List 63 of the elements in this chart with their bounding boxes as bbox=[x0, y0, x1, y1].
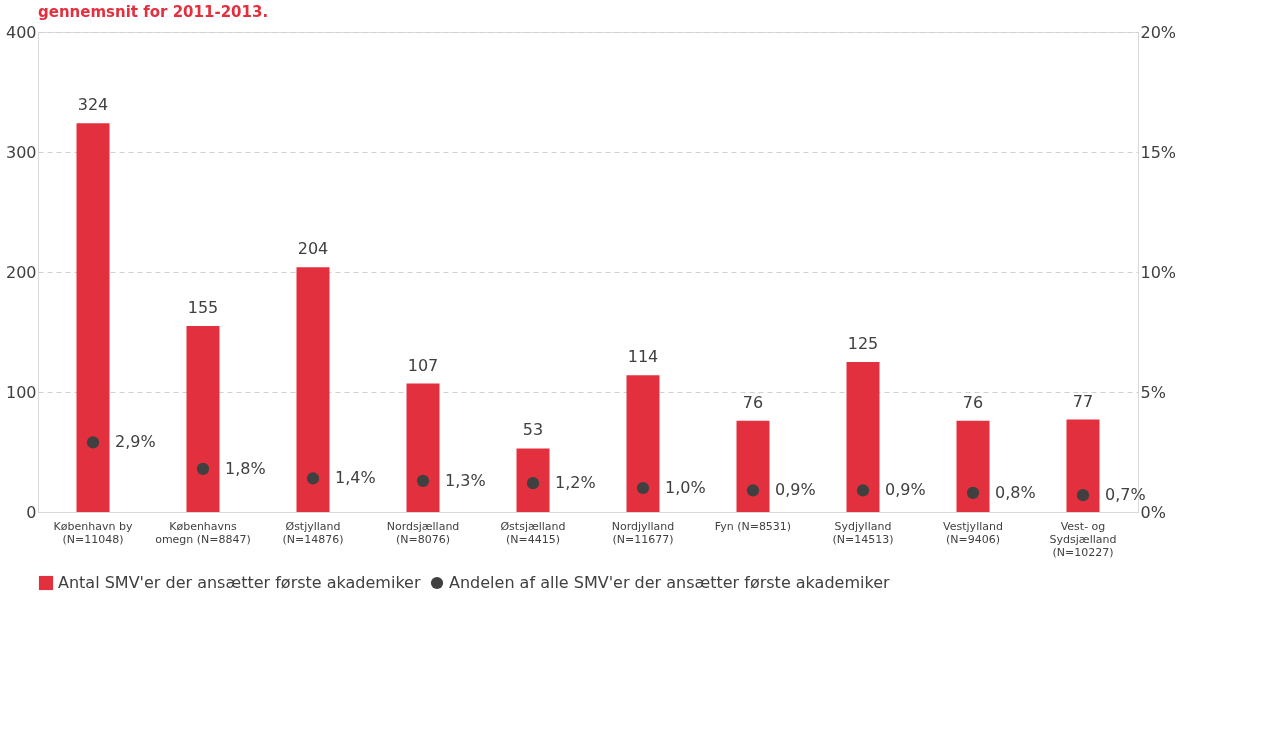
point bbox=[856, 484, 870, 497]
bar bbox=[406, 383, 440, 512]
x-tick-label: Fyn (N=8531) bbox=[714, 519, 792, 533]
data-label: 1,3% bbox=[445, 470, 486, 490]
point bbox=[966, 486, 980, 499]
x-tick-label: Østjylland (N=14876) bbox=[282, 519, 344, 546]
data-label: 0,7% bbox=[1105, 485, 1146, 505]
point bbox=[196, 462, 210, 475]
x-tick-label: Sydjylland (N=14513) bbox=[832, 519, 894, 546]
y-tick-label: 400 bbox=[5, 22, 37, 42]
x-tick-label: Nordsjælland (N=8076) bbox=[386, 519, 460, 546]
bar bbox=[76, 123, 110, 512]
data-label: 1,2% bbox=[555, 473, 596, 493]
y-tick-label: 300 bbox=[5, 142, 37, 162]
point bbox=[636, 481, 650, 495]
data-label: 77 bbox=[1072, 391, 1094, 411]
point bbox=[306, 472, 320, 485]
bar bbox=[516, 448, 550, 512]
bar bbox=[736, 420, 770, 512]
y2-tick-label: 0% bbox=[1140, 502, 1166, 522]
y2-tick-label: 5% bbox=[1140, 382, 1166, 402]
point bbox=[1076, 489, 1090, 502]
bar bbox=[1066, 419, 1100, 512]
data-label: 53 bbox=[522, 420, 544, 440]
point bbox=[416, 474, 430, 487]
chart-title: gennemsnit for 2011-2013. bbox=[38, 3, 269, 21]
y2-tick-label: 15% bbox=[1140, 142, 1177, 162]
data-label: 155 bbox=[187, 298, 219, 317]
x-tick-label: Nordjylland (N=11677) bbox=[611, 519, 675, 546]
x-tick-label: Vestjylland (N=9406) bbox=[943, 519, 1003, 546]
data-label: 204 bbox=[297, 239, 329, 259]
x-tick-label: Københavns omegn (N=8847) bbox=[155, 519, 251, 546]
x-tick-label: Vest- og Sydsjælland (N=10227) bbox=[1049, 519, 1117, 559]
x-tick-label: Østsjælland (N=4415) bbox=[500, 519, 566, 546]
data-label: 324 bbox=[77, 95, 109, 115]
data-label: 1,4% bbox=[335, 468, 376, 488]
data-label: 2,9% bbox=[115, 432, 156, 452]
legend-label: Antal SMV'er der ansætter første akademiker bbox=[58, 573, 421, 592]
data-label: 1,0% bbox=[665, 478, 706, 497]
y-tick-label: 100 bbox=[5, 382, 37, 402]
bar bbox=[296, 267, 330, 512]
data-label: 114 bbox=[627, 347, 659, 367]
data-label: 76 bbox=[962, 392, 984, 412]
data-label: 0,9% bbox=[885, 480, 926, 500]
data-label: 107 bbox=[407, 355, 439, 375]
data-label: 1,8% bbox=[225, 458, 266, 478]
data-label: 125 bbox=[847, 334, 879, 353]
legend-label: Andelen af alle SMV'er der ansætter første akademiker bbox=[449, 573, 890, 592]
point bbox=[526, 477, 540, 490]
y2-tick-label: 10% bbox=[1140, 262, 1177, 282]
point bbox=[746, 484, 760, 497]
point bbox=[86, 436, 100, 449]
y-tick-label: 200 bbox=[5, 262, 37, 282]
y-tick-label: 0 bbox=[26, 502, 37, 522]
data-label: 0,9% bbox=[775, 480, 816, 500]
bar bbox=[846, 362, 880, 512]
bar bbox=[626, 375, 660, 512]
data-label: 76 bbox=[742, 392, 764, 412]
bar bbox=[956, 420, 990, 512]
data-label: 0,8% bbox=[995, 482, 1036, 502]
y2-tick-label: 20% bbox=[1140, 22, 1177, 42]
x-tick-label: København by (N=11048) bbox=[53, 519, 133, 546]
bar bbox=[186, 326, 220, 512]
